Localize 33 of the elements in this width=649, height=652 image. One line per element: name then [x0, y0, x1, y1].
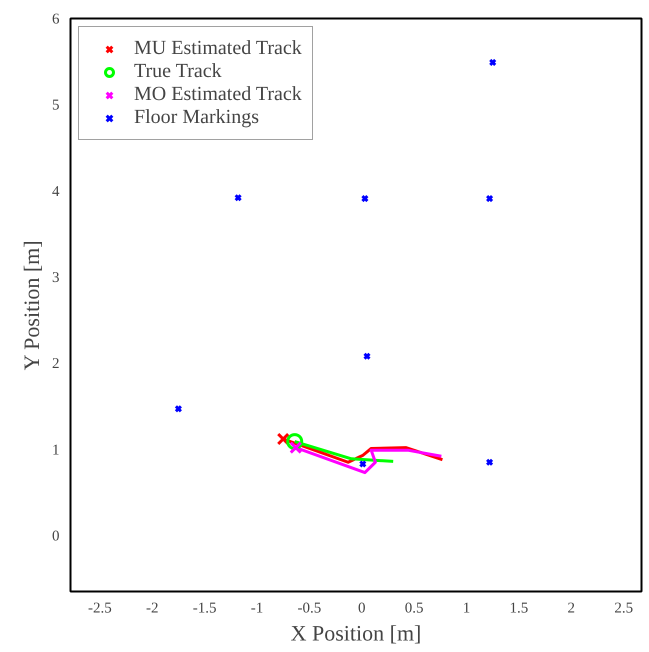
- x-tick-label: 0: [358, 600, 366, 616]
- legend-label: MO Estimated Track: [134, 83, 302, 106]
- y-tick-label: 1: [52, 442, 60, 458]
- point: [488, 58, 497, 66]
- x-tick-label: -2: [146, 600, 158, 616]
- point: [363, 352, 371, 360]
- y-tick-label: 3: [52, 270, 60, 286]
- y-tick-label: 6: [52, 12, 60, 28]
- y-tick-label: 2: [52, 356, 60, 372]
- point: [486, 194, 494, 203]
- x-tick-label: 2: [568, 600, 576, 616]
- y-axis-title: Y Position [m]: [19, 240, 44, 370]
- point: [486, 458, 494, 466]
- y-tick-label: 0: [52, 528, 60, 544]
- x-tick-label: -2.5: [88, 600, 112, 616]
- x-tick-label: 1.5: [510, 600, 528, 616]
- point: [276, 432, 290, 446]
- x-tick-label: -1.5: [192, 600, 216, 616]
- x-tick-label: 0.5: [404, 600, 424, 616]
- x-tick-label: -0.5: [298, 600, 322, 616]
- x-tick-label: -1: [250, 600, 264, 616]
- legend-label: MU Estimated Track: [134, 37, 302, 60]
- x-axis-title: X Position [m]: [290, 620, 422, 646]
- x-tick-label: 2.5: [614, 600, 634, 616]
- legend-label: True Track: [134, 60, 222, 83]
- point: [234, 194, 242, 202]
- y-tick-label: 5: [52, 98, 60, 114]
- point: [174, 404, 182, 413]
- y-tick-label: 4: [52, 184, 60, 200]
- legend-label: Floor Markings: [134, 106, 259, 129]
- x-tick-label: 1: [462, 600, 470, 616]
- point: [360, 194, 369, 203]
- point: [358, 460, 367, 468]
